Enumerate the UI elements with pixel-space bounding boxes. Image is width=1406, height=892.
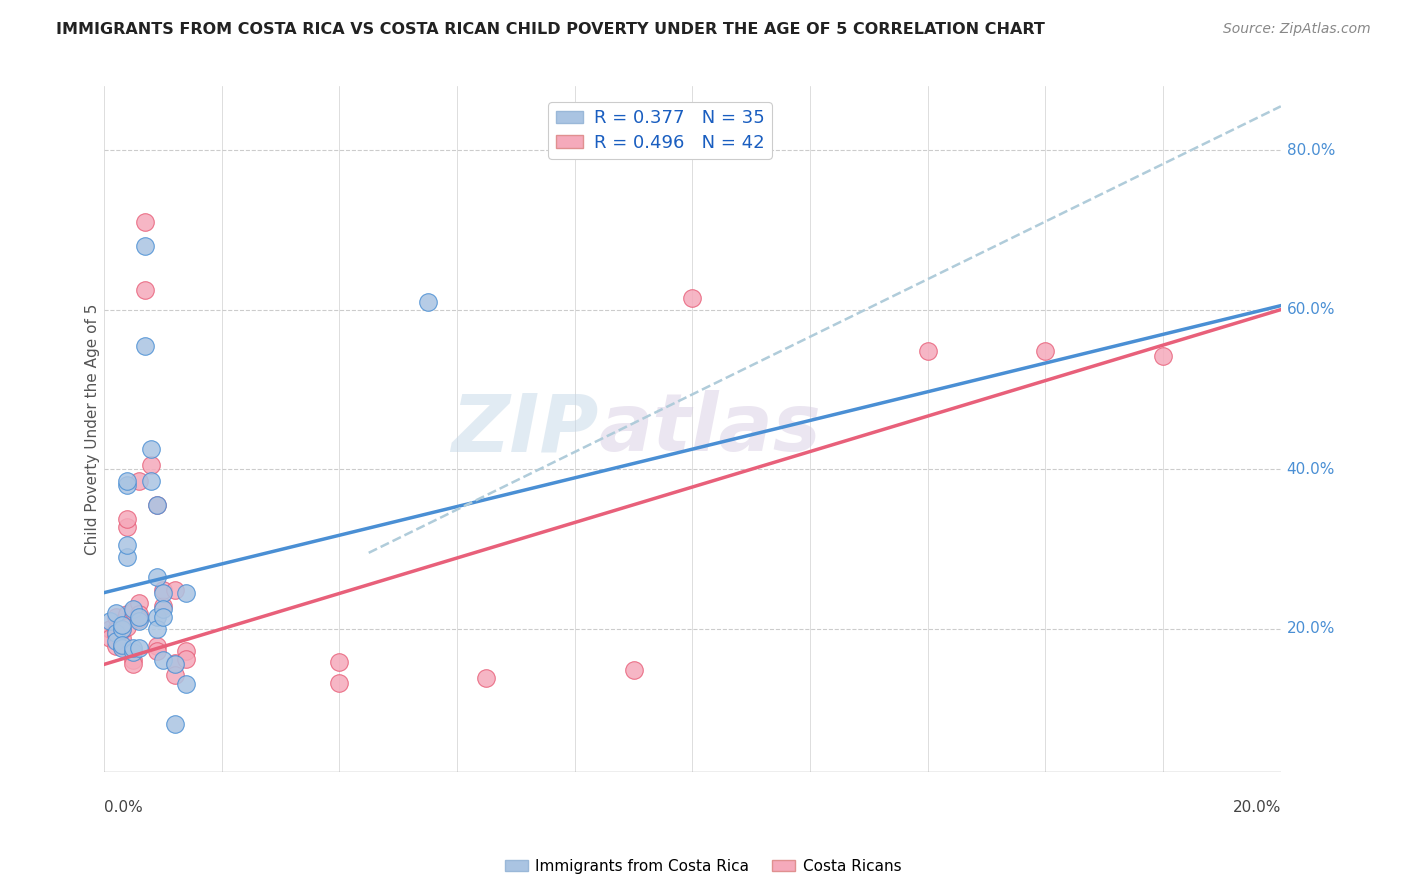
Point: [146, 570, 169, 584]
Point: [117, 511, 139, 525]
Point: [152, 585, 174, 599]
Point: [163, 657, 186, 672]
Point: [117, 519, 139, 533]
Point: [128, 596, 150, 610]
Point: [117, 478, 139, 492]
Point: [134, 283, 156, 297]
Point: [110, 639, 132, 653]
Point: [163, 717, 186, 731]
Point: [128, 609, 150, 624]
Point: [117, 607, 139, 622]
Point: [328, 655, 350, 669]
Point: [117, 474, 139, 488]
Point: [104, 628, 127, 642]
Point: [139, 474, 162, 488]
Point: [122, 641, 145, 656]
Point: [98, 614, 121, 628]
Point: [128, 607, 150, 622]
Point: [163, 656, 186, 670]
Point: [98, 622, 121, 636]
Point: [128, 612, 150, 626]
Point: [163, 583, 186, 598]
Point: [134, 338, 156, 352]
Point: [110, 615, 132, 630]
Point: [117, 538, 139, 552]
Point: [152, 601, 174, 615]
Point: [139, 458, 162, 472]
Point: [146, 644, 169, 658]
Point: [117, 549, 139, 564]
Point: [104, 639, 127, 653]
Text: 60.0%: 60.0%: [1286, 302, 1336, 318]
Point: [128, 474, 150, 488]
Point: [110, 638, 132, 652]
Text: 40.0%: 40.0%: [1286, 461, 1336, 476]
Point: [152, 599, 174, 614]
Point: [146, 609, 169, 624]
Text: IMMIGRANTS FROM COSTA RICA VS COSTA RICAN CHILD POVERTY UNDER THE AGE OF 5 CORRE: IMMIGRANTS FROM COSTA RICA VS COSTA RICA…: [56, 22, 1045, 37]
Text: Source: ZipAtlas.com: Source: ZipAtlas.com: [1223, 22, 1371, 37]
Point: [110, 622, 132, 636]
Point: [122, 653, 145, 667]
Point: [475, 671, 498, 685]
Point: [1152, 349, 1174, 363]
Point: [134, 239, 156, 253]
Point: [152, 583, 174, 598]
Text: 0.0%: 0.0%: [104, 799, 142, 814]
Point: [146, 639, 169, 653]
Point: [174, 652, 197, 666]
Text: 80.0%: 80.0%: [1286, 143, 1336, 158]
Point: [110, 623, 132, 637]
Point: [328, 675, 350, 690]
Point: [146, 498, 169, 512]
Point: [110, 631, 132, 645]
Point: [128, 641, 150, 656]
Point: [623, 663, 645, 677]
Point: [146, 622, 169, 636]
Point: [104, 623, 127, 637]
Point: [128, 614, 150, 628]
Point: [134, 215, 156, 229]
Point: [174, 644, 197, 658]
Point: [122, 657, 145, 672]
Point: [122, 601, 145, 615]
Text: 20.0%: 20.0%: [1233, 799, 1281, 814]
Point: [104, 606, 127, 620]
Point: [122, 604, 145, 618]
Point: [122, 645, 145, 659]
Text: 20.0%: 20.0%: [1286, 621, 1336, 636]
Legend: R = 0.377   N = 35, R = 0.496   N = 42: R = 0.377 N = 35, R = 0.496 N = 42: [548, 103, 772, 159]
Text: atlas: atlas: [598, 390, 821, 468]
Point: [152, 653, 174, 667]
Point: [146, 498, 169, 512]
Point: [1035, 344, 1057, 359]
Point: [110, 641, 132, 656]
Text: ZIP: ZIP: [451, 390, 598, 468]
Y-axis label: Child Poverty Under the Age of 5: Child Poverty Under the Age of 5: [86, 303, 100, 555]
Point: [104, 609, 127, 624]
Point: [139, 442, 162, 457]
Point: [110, 617, 132, 632]
Point: [174, 677, 197, 691]
Point: [104, 625, 127, 640]
Point: [163, 668, 186, 682]
Point: [117, 620, 139, 634]
Point: [98, 631, 121, 645]
Point: [152, 609, 174, 624]
Legend: Immigrants from Costa Rica, Costa Ricans: Immigrants from Costa Rica, Costa Ricans: [499, 853, 907, 880]
Point: [416, 294, 439, 309]
Point: [681, 291, 703, 305]
Point: [917, 344, 939, 359]
Point: [104, 633, 127, 648]
Point: [174, 585, 197, 599]
